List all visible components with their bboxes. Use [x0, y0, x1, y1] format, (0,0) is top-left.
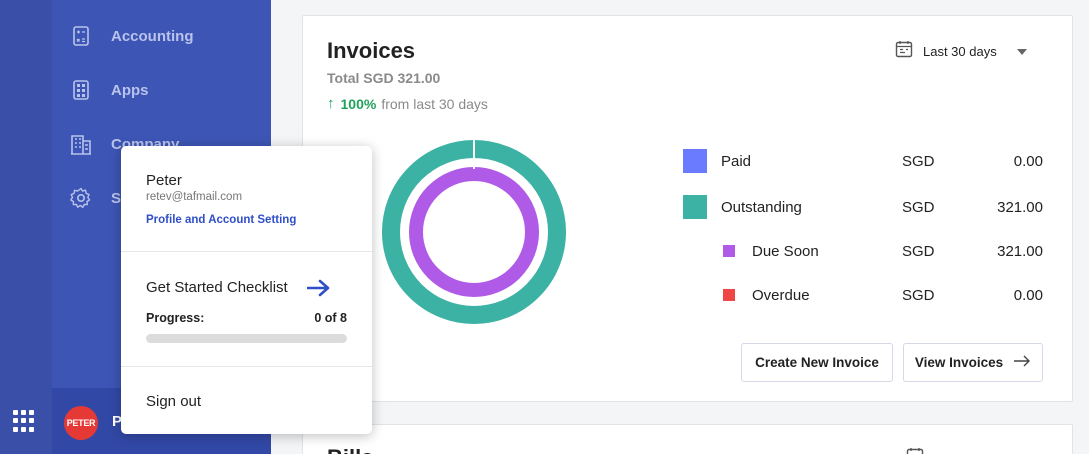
legend-currency: SGD	[902, 286, 935, 304]
legend-row-due-soon: Due Soon SGD 321.00	[683, 239, 1043, 263]
arrow-right-icon	[1013, 355, 1031, 370]
arrow-up-icon: ↑	[327, 95, 335, 112]
create-invoice-button[interactable]: Create New Invoice	[741, 343, 893, 382]
view-invoices-label: View Invoices	[914, 355, 1004, 370]
get-started-checklist-link[interactable]: Get Started Checklist	[146, 279, 288, 296]
legend-swatch	[723, 245, 735, 257]
gear-icon	[70, 187, 92, 209]
divider	[121, 366, 372, 367]
calculator-icon	[70, 25, 92, 47]
chevron-down-icon	[1016, 48, 1027, 55]
arrow-right-icon[interactable]	[306, 278, 331, 298]
legend-swatch	[723, 289, 735, 301]
progress-bar	[146, 334, 347, 343]
legend-label: Outstanding	[721, 198, 802, 216]
legend-swatch	[683, 149, 707, 173]
calendar-icon	[906, 447, 924, 454]
legend-swatch	[683, 195, 707, 219]
legend-label: Overdue	[752, 286, 810, 304]
legend-label: Paid	[721, 152, 752, 170]
app-launcher-icon[interactable]	[13, 410, 35, 432]
legend-row-outstanding: Outstanding SGD 321.00	[683, 195, 1043, 219]
legend-currency: SGD	[902, 242, 935, 260]
bills-card: Bills	[302, 424, 1073, 454]
grid-apps-icon	[70, 79, 92, 101]
growth-percent: 100%	[340, 95, 377, 112]
invoices-card: Invoices Total SGD 321.00 ↑ 100% from la…	[302, 15, 1073, 402]
legend-row-overdue: Overdue SGD 0.00	[683, 283, 1043, 307]
sidebar-item-label: Apps	[111, 81, 149, 99]
building-icon	[70, 133, 92, 155]
app-rail	[0, 0, 52, 454]
divider	[121, 251, 372, 252]
legend-amount: 0.00	[1013, 152, 1043, 170]
invoice-total: Total SGD 321.00	[327, 70, 441, 86]
profile-name: Peter	[146, 172, 182, 189]
avatar: PETER	[64, 406, 98, 440]
legend-row-paid: Paid SGD 0.00	[683, 149, 1043, 173]
donut-due-soon-ring	[409, 167, 539, 297]
period-value: Last 30 days	[923, 44, 997, 59]
profile-menu: Peter retev@tafmail.com Profile and Acco…	[121, 146, 372, 434]
view-invoices-button[interactable]: View Invoices	[903, 343, 1043, 382]
progress-label: Progress:	[146, 311, 205, 325]
sidebar-item-apps[interactable]: Apps	[52, 70, 271, 110]
invoice-donut-chart	[382, 139, 566, 324]
legend-currency: SGD	[902, 198, 935, 216]
sidebar-item-label: Accounting	[111, 27, 194, 45]
legend-label: Due Soon	[752, 242, 819, 260]
growth-caption: from last 30 days	[381, 95, 488, 112]
growth-indicator: ↑ 100% from last 30 days	[327, 95, 488, 112]
sidebar-item-accounting[interactable]: Accounting	[52, 16, 271, 56]
calendar-icon	[895, 40, 913, 63]
profile-settings-link[interactable]: Profile and Account Setting	[146, 214, 297, 226]
legend-amount: 0.00	[1013, 286, 1043, 304]
card-title: Invoices	[327, 38, 416, 63]
donut-gap	[406, 164, 542, 300]
progress-count: 0 of 8	[314, 311, 347, 325]
legend-amount: 321.00	[997, 198, 1043, 216]
sign-out-button[interactable]: Sign out	[146, 393, 202, 410]
card-title: Bills	[327, 445, 373, 454]
period-select[interactable]: Last 30 days	[895, 40, 1027, 63]
legend-amount: 321.00	[997, 242, 1043, 260]
legend-currency: SGD	[902, 152, 935, 170]
profile-email: retev@tafmail.com	[146, 191, 243, 203]
